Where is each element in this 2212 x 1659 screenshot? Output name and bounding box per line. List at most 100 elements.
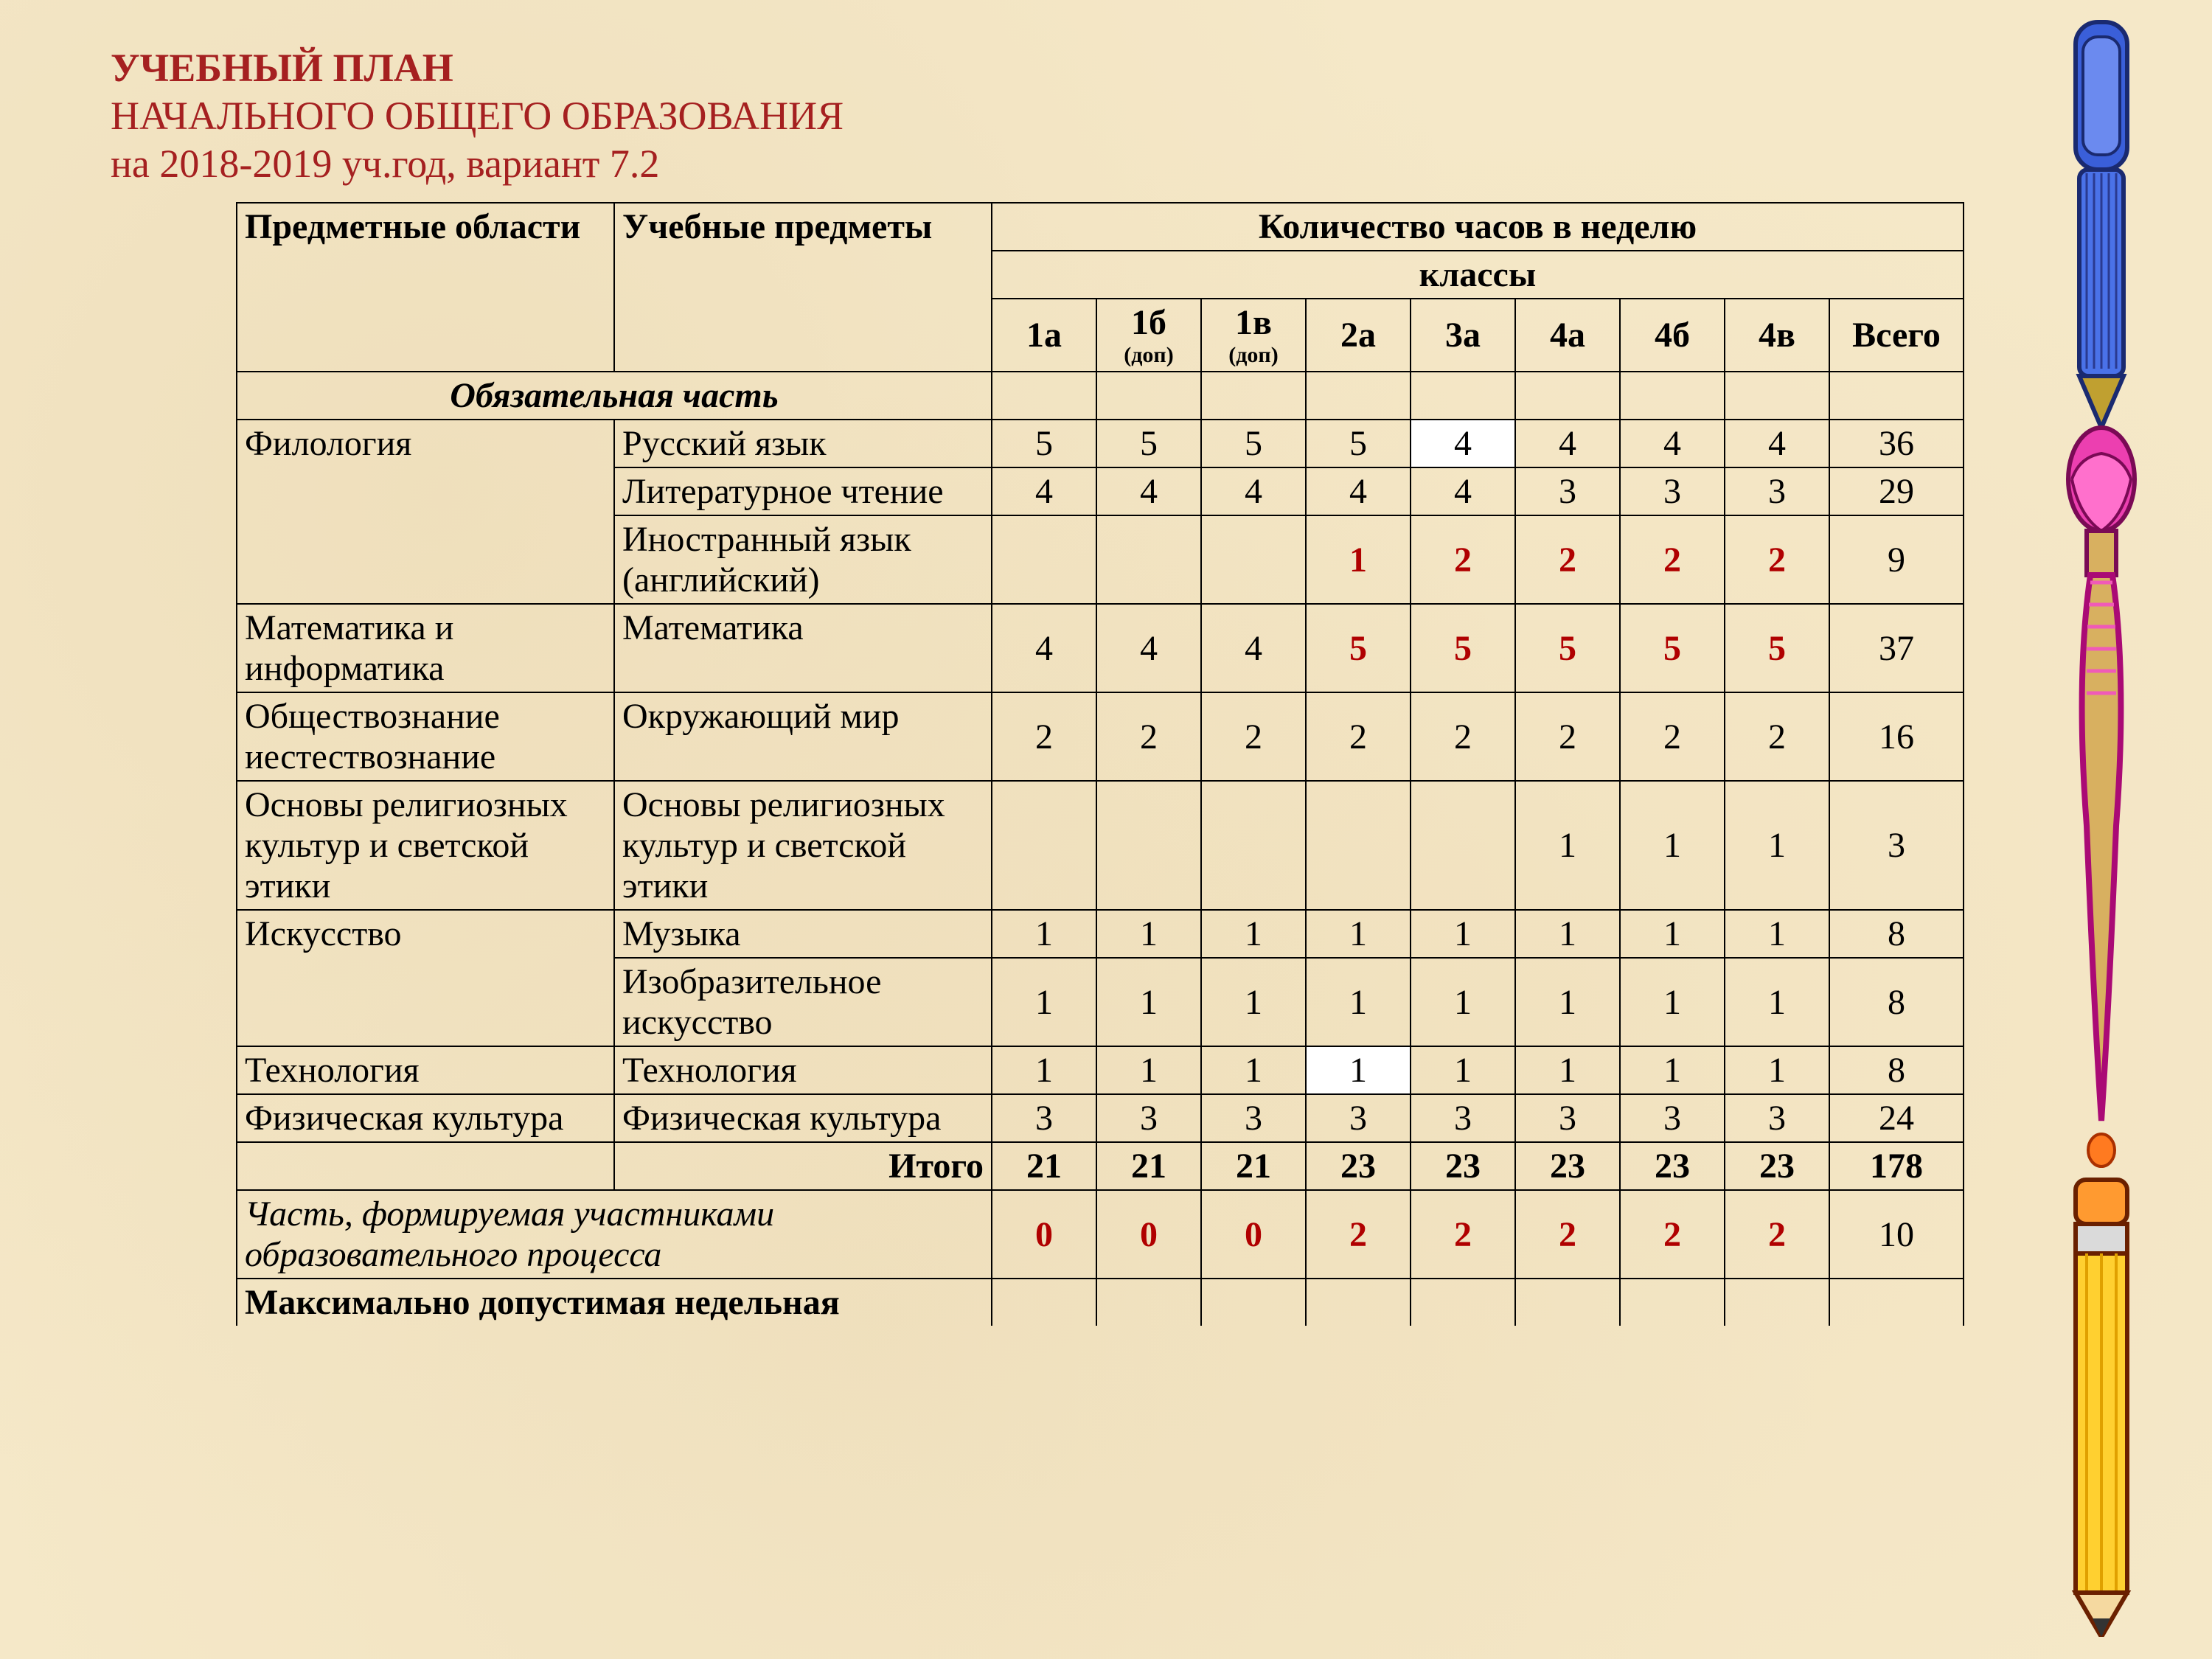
table-row: ФилологияРусский язык5555444436	[237, 420, 1964, 467]
value-cell: 1	[1306, 958, 1411, 1046]
value-cell: 1	[1515, 958, 1620, 1046]
itogo-value: 21	[992, 1142, 1096, 1190]
empty-cell	[1201, 372, 1306, 420]
table-body: Обязательная частьФилологияРусский язык5…	[237, 372, 1964, 1326]
subject-cell: Иностранный язык (английский)	[614, 515, 992, 604]
value-cell: 4	[1306, 467, 1411, 515]
value-cell: 2	[1096, 692, 1201, 781]
empty-cell	[1411, 372, 1515, 420]
value-cell: 1	[1201, 910, 1306, 958]
empty-cell	[1620, 1279, 1725, 1326]
value-cell: 1	[1620, 781, 1725, 910]
table-head: Предметные области Учебные предметы Коли…	[237, 203, 1964, 372]
value-cell: 4	[992, 467, 1096, 515]
value-cell: 3	[1411, 1094, 1515, 1142]
value-cell: 3	[1306, 1094, 1411, 1142]
empty-cell	[1725, 1279, 1829, 1326]
itogo-value: 21	[1201, 1142, 1306, 1190]
part2-value: 2	[1725, 1190, 1829, 1279]
part2-label: Часть, формируемая участниками образоват…	[237, 1190, 992, 1279]
empty-cell	[1515, 1279, 1620, 1326]
value-cell: 1	[1515, 1046, 1620, 1094]
value-cell: 1	[1725, 910, 1829, 958]
table-row: ТехнологияТехнология111111118	[237, 1046, 1964, 1094]
value-cell: 4	[1096, 467, 1201, 515]
value-cell: 2	[1201, 692, 1306, 781]
value-cell: 5	[1096, 420, 1201, 467]
empty-cell	[1306, 372, 1411, 420]
value-cell: 1	[1096, 1046, 1201, 1094]
value-cell: 1	[1725, 781, 1829, 910]
value-cell	[1201, 515, 1306, 604]
value-cell: 5	[992, 420, 1096, 467]
empty-cell	[1096, 372, 1201, 420]
value-cell	[1306, 781, 1411, 910]
value-cell: 1	[1620, 910, 1725, 958]
part2-value: 2	[1620, 1190, 1725, 1279]
value-cell: 9	[1829, 515, 1964, 604]
value-cell: 3	[1096, 1094, 1201, 1142]
value-cell: 2	[1411, 692, 1515, 781]
empty-cell	[1829, 372, 1964, 420]
table-row: Основы религиозных культур и светской эт…	[237, 781, 1964, 910]
value-cell: 3	[1620, 1094, 1725, 1142]
header-class-col: 1а	[992, 299, 1096, 372]
subject-cell: Окружающий мир	[614, 692, 992, 781]
value-cell: 3	[1201, 1094, 1306, 1142]
value-cell: 3	[1515, 1094, 1620, 1142]
title-block: УЧЕБНЫЙ ПЛАН НАЧАЛЬНОГО ОБЩЕГО ОБРАЗОВАН…	[111, 44, 2101, 187]
part2-value: 10	[1829, 1190, 1964, 1279]
title-line-3: на 2018-2019 уч.год, вариант 7.2	[111, 140, 2101, 188]
mandatory-section-label: Обязательная часть	[237, 372, 992, 420]
value-cell: 3	[1725, 1094, 1829, 1142]
value-cell	[1096, 781, 1201, 910]
value-cell: 4	[1411, 467, 1515, 515]
value-cell	[992, 781, 1096, 910]
value-cell: 1	[1411, 958, 1515, 1046]
empty-cell	[237, 1142, 614, 1190]
empty-cell	[992, 1279, 1096, 1326]
area-cell: Технология	[237, 1046, 614, 1094]
value-cell: 2	[1620, 515, 1725, 604]
title-line-2: НАЧАЛЬНОГО ОБЩЕГО ОБРАЗОВАНИЯ	[111, 92, 2101, 140]
value-cell: 4	[1201, 467, 1306, 515]
value-cell: 4	[1620, 420, 1725, 467]
part2-value: 0	[992, 1190, 1096, 1279]
header-classes: классы	[992, 251, 1964, 299]
area-cell: Физическая культура	[237, 1094, 614, 1142]
empty-cell	[992, 372, 1096, 420]
value-cell: 5	[1306, 604, 1411, 692]
value-cell: 1	[1096, 910, 1201, 958]
area-cell: Обществознание иестествознание	[237, 692, 614, 781]
value-cell: 1	[1096, 958, 1201, 1046]
itogo-value: 23	[1306, 1142, 1411, 1190]
header-class-col: Всего	[1829, 299, 1964, 372]
part2-value: 0	[1201, 1190, 1306, 1279]
title-line-1: УЧЕБНЫЙ ПЛАН	[111, 44, 2101, 92]
value-cell: 8	[1829, 958, 1964, 1046]
itogo-value: 23	[1411, 1142, 1515, 1190]
value-cell: 29	[1829, 467, 1964, 515]
value-cell: 2	[1515, 515, 1620, 604]
area-cell: Основы религиозных культур и светской эт…	[237, 781, 614, 910]
header-class-col: 3а	[1411, 299, 1515, 372]
value-cell: 5	[1411, 604, 1515, 692]
value-cell: 1	[1620, 958, 1725, 1046]
value-cell: 1	[1411, 910, 1515, 958]
subject-cell: Музыка	[614, 910, 992, 958]
value-cell: 37	[1829, 604, 1964, 692]
subject-cell: Физическая культура	[614, 1094, 992, 1142]
value-cell: 1	[992, 958, 1096, 1046]
value-cell: 1	[1306, 515, 1411, 604]
value-cell: 4	[1096, 604, 1201, 692]
empty-cell	[1411, 1279, 1515, 1326]
value-cell: 2	[1725, 515, 1829, 604]
subject-cell: Литературное чтение	[614, 467, 992, 515]
empty-cell	[1515, 372, 1620, 420]
header-class-col: 2а	[1306, 299, 1411, 372]
value-cell: 5	[1201, 420, 1306, 467]
value-cell: 4	[1411, 420, 1515, 467]
part2-value: 2	[1515, 1190, 1620, 1279]
area-cell: Математика и информатика	[237, 604, 614, 692]
value-cell: 2	[1725, 692, 1829, 781]
